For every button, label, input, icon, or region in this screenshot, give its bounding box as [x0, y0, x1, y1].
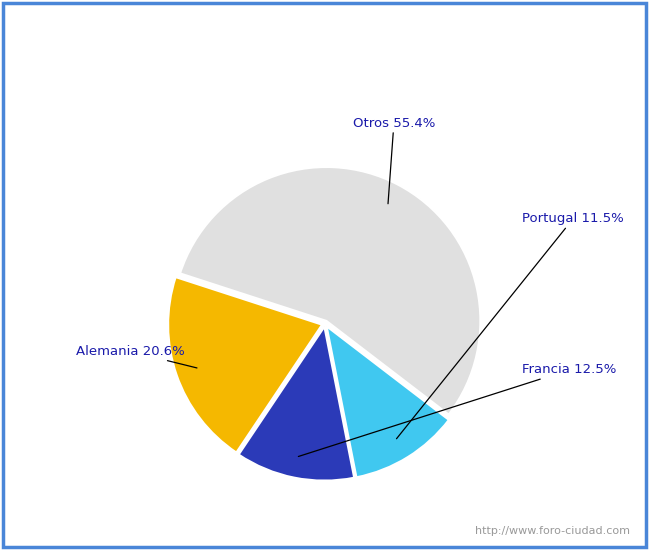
Text: Francia 12.5%: Francia 12.5%	[298, 364, 616, 456]
Text: Portugal 11.5%: Portugal 11.5%	[396, 212, 624, 439]
Text: Alemania 20.6%: Alemania 20.6%	[75, 345, 197, 368]
Text: Venta de Baños - Turistas extranjeros según país - Abril de 2024: Venta de Baños - Turistas extranjeros se…	[58, 19, 591, 37]
Wedge shape	[168, 277, 322, 453]
Text: http://www.foro-ciudad.com: http://www.foro-ciudad.com	[476, 526, 630, 536]
Text: Otros 55.4%: Otros 55.4%	[353, 117, 435, 204]
Wedge shape	[180, 167, 480, 415]
Wedge shape	[327, 326, 449, 477]
Wedge shape	[239, 327, 354, 481]
